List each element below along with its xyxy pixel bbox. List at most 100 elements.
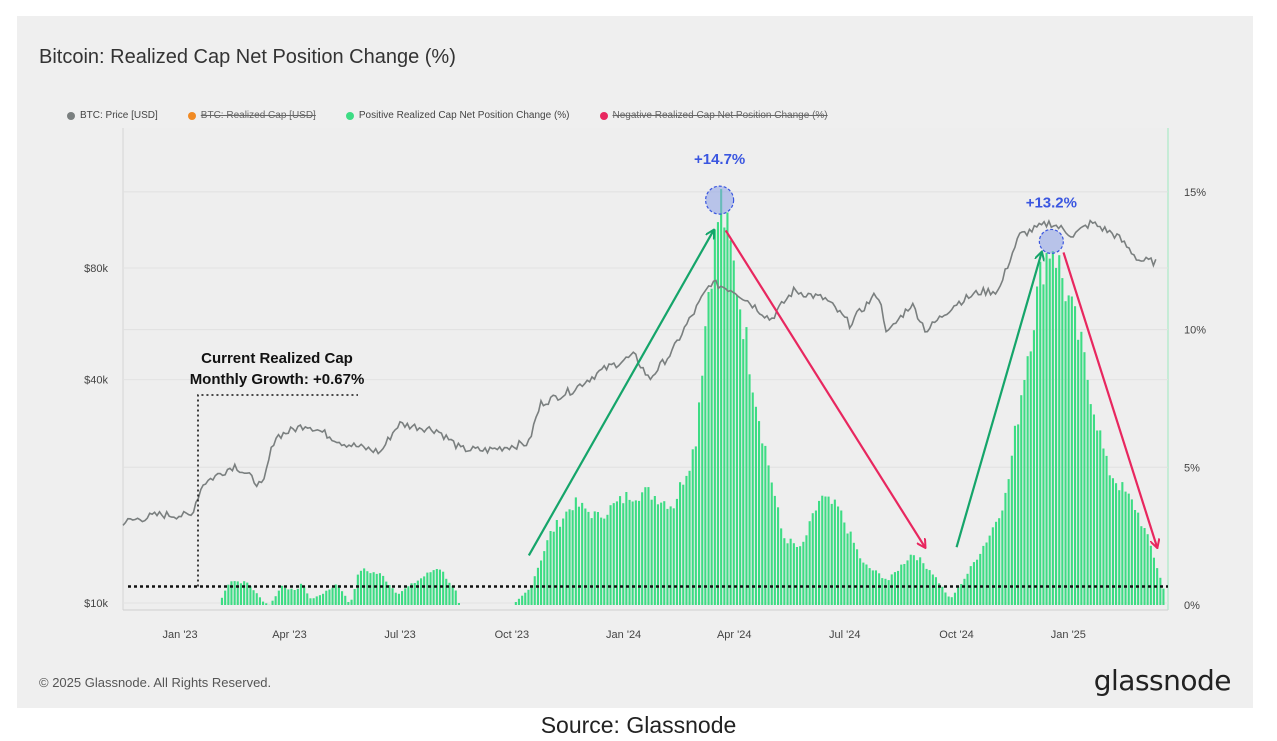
positive-change-bar [296,588,299,605]
x-tick-label: Apr '23 [272,629,307,641]
copyright-text: © 2025 Glassnode. All Rights Reserved. [39,675,272,690]
positive-change-bar [410,583,413,605]
positive-change-bar [634,500,637,605]
source-caption: Source: Glassnode [540,712,737,738]
x-tick-label: Oct '23 [495,629,530,641]
positive-change-bar [249,586,252,605]
positive-change-bar [811,513,814,605]
positive-change-bar [359,570,362,605]
positive-change-bar [587,511,590,605]
positive-change-bar [416,580,419,605]
positive-change-bar [1096,430,1099,605]
positive-change-bar [739,309,742,605]
right-tick-label: 15% [1184,187,1206,199]
positive-change-bar [1036,286,1039,605]
positive-change-bar [306,593,309,605]
positive-change-bar [448,582,451,605]
positive-change-bar [549,531,552,605]
positive-change-bar [672,508,675,605]
legend-item-positive[interactable]: Positive Realized Cap Net Position Chang… [345,110,570,121]
positive-change-bar [856,549,859,605]
legend-item-price[interactable]: BTC: Price [USD] [67,110,158,121]
positive-change-bar [723,227,726,605]
positive-change-bar [322,593,325,605]
positive-change-bar [900,564,903,605]
positive-change-bar [1061,278,1064,605]
positive-change-bar [789,538,792,605]
positive-change-bar [454,590,457,605]
positive-change-bar [1004,492,1007,605]
positive-change-bar [1149,545,1152,605]
positive-change-bar [341,591,344,605]
positive-change-bar [287,589,290,605]
positive-change-bar [808,521,811,605]
positive-change-bar [596,512,599,605]
positive-change-bar [982,545,985,605]
positive-change-bar [378,573,381,605]
positive-change-bar [565,511,568,605]
positive-change-bar [682,484,685,605]
positive-change-bar [1064,301,1067,605]
positive-change-bar [701,375,704,605]
positive-change-bar [230,581,233,605]
positive-change-bar [881,578,884,605]
positive-change-bar [821,495,824,605]
reference-callout-label: Monthly Growth: +0.67% [190,371,365,388]
positive-change-bar [1023,380,1026,605]
positive-change-bar [277,590,280,605]
positive-change-bar [224,590,227,605]
positive-change-bar [647,487,650,605]
positive-change-bar [751,392,754,605]
positive-change-bar [252,590,255,605]
left-tick-label: $40k [84,375,108,387]
positive-change-bar [761,443,764,605]
positive-change-bar [979,553,982,605]
positive-change-bar [1048,258,1051,605]
x-tick-label: Jul '23 [384,629,415,641]
positive-change-bar [552,531,555,605]
positive-change-bar [1045,252,1048,606]
positive-change-bar [843,522,846,605]
positive-change-bar [1099,430,1102,605]
positive-change-bar [644,487,647,605]
positive-change-bar [909,554,912,605]
legend-item-realized-cap[interactable]: BTC: Realized Cap [USD] [187,110,316,121]
positive-change-bar [675,498,678,605]
positive-change-bar [562,518,565,605]
right-tick-label: 0% [1184,600,1200,612]
positive-change-bar [710,288,713,605]
positive-change-bar [818,500,821,605]
positive-change-bar [650,499,653,605]
price-line [122,218,1157,526]
positive-change-bar [698,402,701,605]
positive-change-bar [391,588,394,605]
left-tick-label: $10k [84,598,108,610]
positive-change-bar [950,597,953,605]
positive-change-bar [748,374,751,605]
positive-change-bar [543,551,546,605]
positive-change-bar [653,496,656,605]
legend-item-negative[interactable]: Negative Realized Cap Net Position Chang… [599,110,828,121]
positive-change-bar [420,578,423,605]
positive-change-bar [1074,306,1077,605]
positive-change-bar [824,496,827,605]
positive-change-bar [729,240,732,605]
positive-change-bar [694,446,697,605]
positive-change-bar [407,586,410,605]
positive-change-bar [590,518,593,605]
positive-change-bar [764,445,767,605]
positive-change-bar [258,597,261,605]
positive-change-bar [912,555,915,605]
positive-change-bar [246,582,249,605]
positive-change-bar [874,570,877,605]
legend: BTC: Price [USD] BTC: Realized Cap [USD]… [67,110,858,121]
positive-change-bar [366,571,369,605]
positive-change-bar [559,526,562,605]
positive-change-bar [1152,557,1155,605]
positive-change-bar [303,586,306,605]
positive-change-bar [770,482,773,605]
positive-change-bar [577,506,580,605]
positive-change-bar [745,327,748,605]
positive-change-bar [862,562,865,605]
positive-change-bar [1130,499,1133,605]
